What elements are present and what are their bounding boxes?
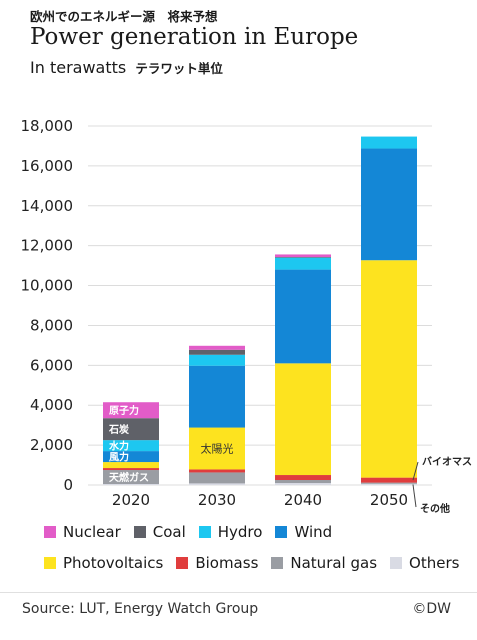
y-tick-label: 12,000 xyxy=(21,237,74,255)
bar-segment-natural-gas-2030 xyxy=(189,472,245,484)
bar-segment-photovoltaics-2020 xyxy=(103,462,159,469)
bar-segment-others-2050 xyxy=(361,483,417,485)
y-tick-label: 4,000 xyxy=(30,396,73,414)
bar-segment-natural-gas-2020 xyxy=(103,470,159,485)
legend-row: Photovoltaics Biomass Natural gas Others xyxy=(44,553,474,573)
bar-segment-wind-2040 xyxy=(275,269,331,364)
bar-segment-biomass-2030 xyxy=(189,469,245,473)
bar-segment-natural-gas-2040 xyxy=(275,480,331,484)
bar-segment-wind-2020 xyxy=(103,451,159,463)
chart-subtitle: In terawatts テラワット単位 xyxy=(30,58,223,77)
bar-segment-biomass-2020 xyxy=(103,468,159,471)
legend-item: Nuclear xyxy=(44,523,121,541)
bar-segment-wind-2030 xyxy=(189,365,245,428)
bar-segment-nuclear-2020 xyxy=(103,402,159,419)
bar-segment-wind-2050 xyxy=(361,148,417,261)
legend-item: Others xyxy=(390,554,459,572)
legend-swatch xyxy=(44,526,56,538)
annotation-leader xyxy=(412,484,417,508)
legend-label: Others xyxy=(409,554,460,572)
bar-segment-biomass-2050 xyxy=(361,477,417,483)
bar-label-2020: 水力 xyxy=(108,440,129,453)
bar-segment-hydro-2040 xyxy=(275,257,331,270)
legend-label: Wind xyxy=(294,523,333,541)
bar-segment-hydro-2020 xyxy=(103,440,159,452)
bar-label-2020: 原子力 xyxy=(109,404,139,417)
legend-item: Biomass xyxy=(176,554,258,572)
y-tick-label: 6,000 xyxy=(30,356,73,374)
legend-item: Natural gas xyxy=(271,554,377,572)
x-tick-label: 2040 xyxy=(284,491,322,509)
y-tick-label: 2,000 xyxy=(30,436,73,454)
legend-swatch xyxy=(198,526,211,538)
legend-row: Nuclear Coal Hydro Wind xyxy=(44,522,474,542)
bar-label-2020: 風力 xyxy=(109,451,129,464)
y-tick-label: 10,000 xyxy=(21,277,74,295)
legend-label: Nuclear xyxy=(63,523,121,541)
y-tick-label: 0 xyxy=(63,476,73,494)
y-tick-label: 14,000 xyxy=(21,197,74,215)
bar-segment-photovoltaics-2030 xyxy=(189,427,245,470)
bar-segment-nuclear-2030 xyxy=(189,345,245,350)
bar-segment-photovoltaics-2040 xyxy=(275,363,331,476)
y-tick-label: 18,000 xyxy=(21,117,74,135)
y-tick-label: 8,000 xyxy=(30,316,73,334)
stacked-bar-chart: 0 2,000 4,000 6,000 8,000 10,000 12,000 14,000 1… xyxy=(21,117,473,515)
x-tick-label: 2050 xyxy=(370,491,408,509)
x-tick-label: 2030 xyxy=(198,491,236,509)
credit: ©DW xyxy=(412,601,451,617)
legend-item: Hydro xyxy=(198,523,263,541)
bar-label-2020: 天燃ガス xyxy=(109,471,149,484)
chart-legend: Nuclear Coal Hydro Wind Photovoltaics Biomass… xyxy=(44,522,474,584)
annotation-others: その他 xyxy=(420,502,450,515)
bar-segment-coal-2040 xyxy=(275,257,331,258)
annotation-biomass: バイオマス xyxy=(422,456,472,468)
chart-title: Power generation in Europe xyxy=(30,24,359,50)
bar-segment-nuclear-2040 xyxy=(275,254,331,258)
source-note: Source: LUT, Energy Watch Group xyxy=(22,601,259,617)
bar-segment-biomass-2040 xyxy=(275,475,331,481)
bar-segment-hydro-2050 xyxy=(361,136,417,149)
bar-label-2030: 太陽光 xyxy=(201,442,234,456)
legend-swatch xyxy=(275,526,288,538)
legend-item: Photovoltaics xyxy=(44,554,163,572)
legend-swatch xyxy=(271,557,284,569)
legend-swatch xyxy=(176,557,189,569)
legend-swatch xyxy=(44,557,56,569)
bar-segment-natural-gas-2050 xyxy=(361,482,417,484)
legend-label: Coal xyxy=(152,523,186,541)
legend-swatch xyxy=(133,526,146,538)
legend-label: Natural gas xyxy=(290,554,378,572)
bar-segment-photovoltaics-2050 xyxy=(361,260,417,478)
bar-label-2020: 石炭 xyxy=(108,423,129,436)
japanese-title: 欧州でのエネルギー源 将来予想 xyxy=(30,9,218,24)
bar-segment-others-2030 xyxy=(189,483,245,485)
legend-item: Coal xyxy=(133,523,186,541)
legend-label: Biomass xyxy=(195,554,259,572)
bar-segment-others-2040 xyxy=(275,483,331,485)
bar-segment-hydro-2030 xyxy=(189,354,245,366)
x-tick-label: 2020 xyxy=(112,491,150,509)
unit-label-japanese: テラワット単位 xyxy=(135,61,223,76)
y-tick-label: 16,000 xyxy=(21,157,74,175)
legend-label: Photovoltaics xyxy=(63,554,164,572)
bar-segment-others-2020 xyxy=(103,484,159,485)
footer: Source: LUT, Energy Watch Group ©DW xyxy=(22,601,451,617)
legend-label: Hydro xyxy=(217,523,263,541)
unit-label: In terawatts xyxy=(30,58,127,77)
footer-divider xyxy=(0,592,477,593)
legend-swatch xyxy=(390,557,403,569)
bar-segment-coal-2030 xyxy=(189,349,245,355)
annotation-leader xyxy=(412,461,419,481)
legend-item: Wind xyxy=(275,523,332,541)
bar-segment-coal-2020 xyxy=(103,418,159,441)
